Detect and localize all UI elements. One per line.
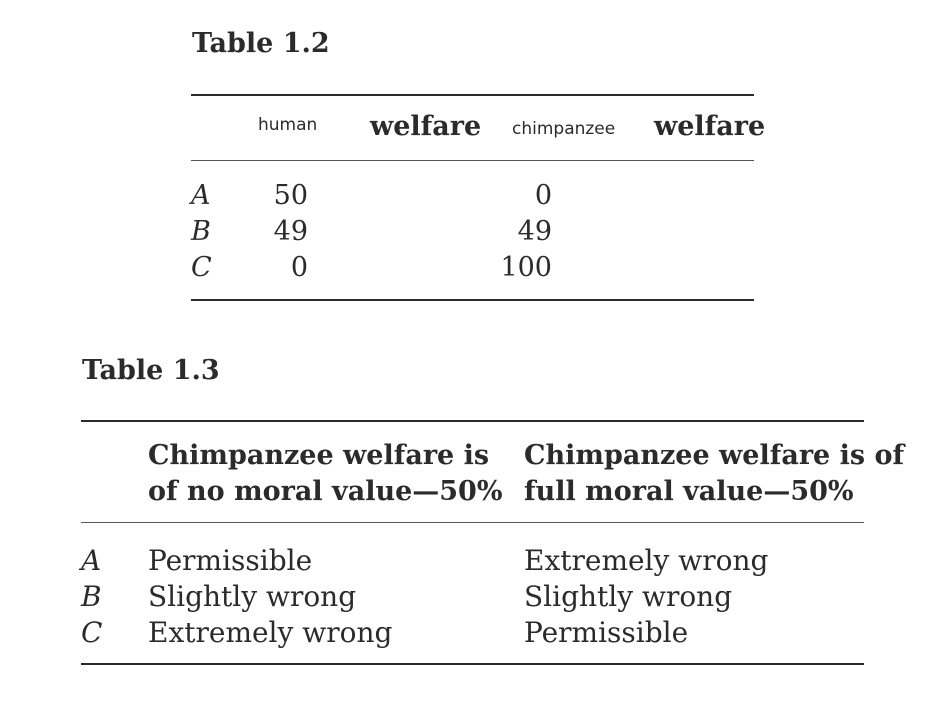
column-header-welfare-2: welfare: [654, 111, 766, 142]
header-rule: [191, 160, 754, 161]
cell-human: 50: [273, 180, 308, 211]
table-caption: Table 1.2: [192, 28, 330, 59]
cell-full-moral-value: Permissible: [524, 616, 689, 649]
header-line: full moral value—50%: [524, 476, 854, 507]
column-header-human: human: [258, 115, 318, 135]
column-header-chimpanzee: chimpanzee: [512, 119, 616, 139]
cell-full-moral-value: Extremely wrong: [524, 544, 769, 577]
cell-no-moral-value: Slightly wrong: [148, 580, 357, 613]
cell-chimp: 0: [534, 180, 552, 211]
top-rule: [81, 420, 864, 422]
header-line: Chimpanzee welfare is: [148, 440, 490, 471]
table-caption: Table 1.3: [82, 355, 220, 386]
header-line: of no moral value—50%: [148, 476, 503, 507]
cell-human: 0: [290, 252, 308, 283]
cell-human: 49: [273, 216, 308, 247]
row-label: B: [81, 580, 102, 613]
cell-no-moral-value: Extremely wrong: [148, 616, 393, 649]
bottom-rule: [81, 663, 864, 665]
row-label: C: [81, 616, 103, 649]
column-header-welfare-1: welfare: [370, 111, 482, 142]
cell-full-moral-value: Slightly wrong: [524, 580, 733, 613]
column-header-full-moral-value: Chimpanzee welfare is of full moral valu…: [524, 438, 904, 510]
row-label: A: [81, 544, 102, 577]
column-header-no-moral-value: Chimpanzee welfare is of no moral value—…: [148, 438, 503, 510]
row-label: C: [191, 252, 212, 283]
header-line: Chimpanzee welfare is of: [524, 440, 905, 471]
top-rule: [191, 94, 754, 96]
cell-chimp: 100: [500, 252, 552, 283]
row-label: A: [191, 180, 211, 211]
cell-no-moral-value: Permissible: [148, 544, 313, 577]
header-rule: [81, 522, 864, 523]
bottom-rule: [191, 299, 754, 301]
cell-chimp: 49: [517, 216, 552, 247]
row-label: B: [191, 216, 211, 247]
